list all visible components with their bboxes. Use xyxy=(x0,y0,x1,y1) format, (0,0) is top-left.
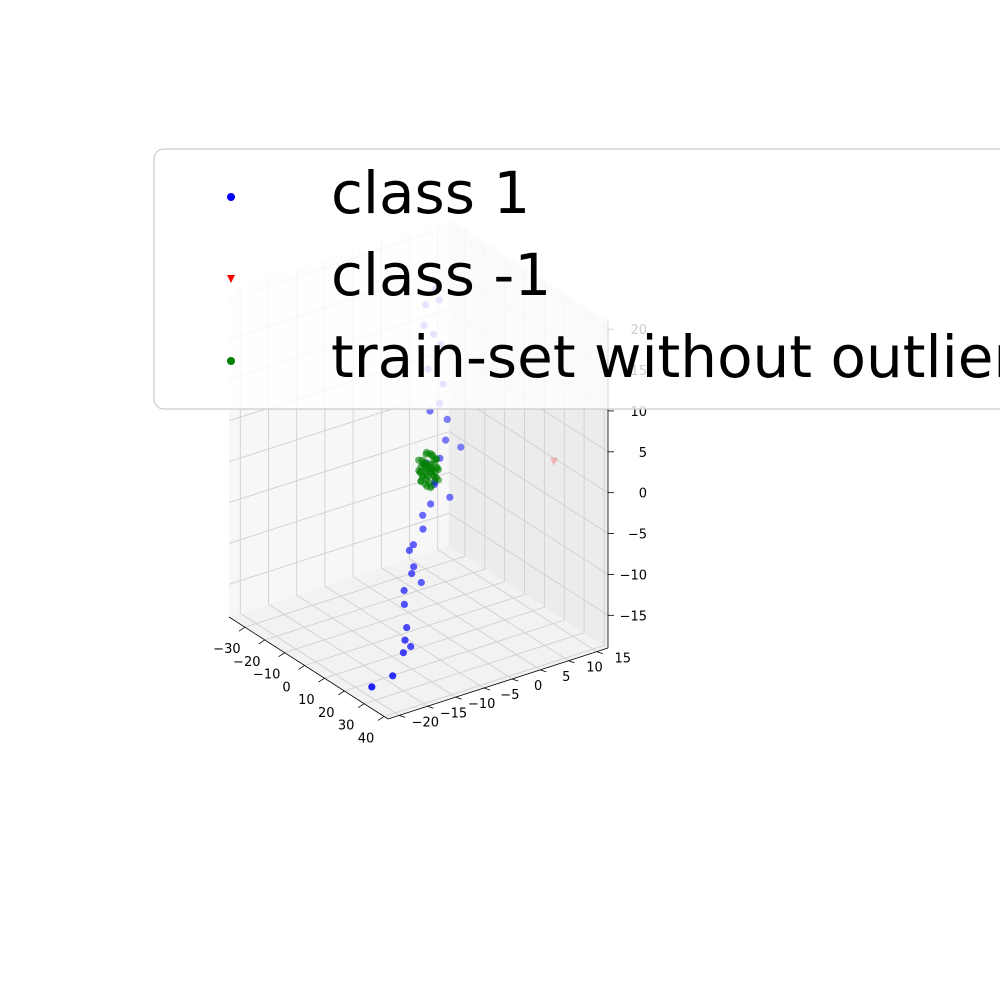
z-tick-label: −15 xyxy=(620,609,647,624)
y-tick-mark xyxy=(455,696,462,700)
y-tick-label: −20 xyxy=(412,715,439,730)
point-class-1 xyxy=(389,672,397,680)
gridline-x xyxy=(383,318,605,717)
legend-frame xyxy=(153,148,1000,410)
point-class-1 xyxy=(410,563,418,571)
x-tick-mark xyxy=(377,716,385,721)
point-class-1 xyxy=(419,525,427,533)
legend-label-class-minus-1: class -1 xyxy=(331,241,551,309)
x-tick-label: −10 xyxy=(253,668,280,683)
x-tick-mark xyxy=(258,639,265,645)
point-train-set-without-outliers xyxy=(434,476,443,484)
point-train-set-without-outliers xyxy=(428,452,436,460)
legend-marker-class-minus-1 xyxy=(227,275,235,283)
floor-pane xyxy=(229,546,608,719)
legend-label-train-set: train-set without outliers xyxy=(331,323,1000,391)
z-tick-label: −10 xyxy=(620,568,647,583)
y-tick-mark xyxy=(483,687,491,691)
x-tick-label: 20 xyxy=(318,706,335,721)
y-tick-label: −15 xyxy=(440,706,467,721)
y-tick-label: −10 xyxy=(468,697,495,712)
point-class-1 xyxy=(407,642,415,651)
y-tick-label: 0 xyxy=(534,679,542,694)
x-tick-mark xyxy=(298,665,305,670)
point-class-1 xyxy=(442,436,450,444)
point-train-set-without-outliers xyxy=(422,471,430,479)
z-tick-label: −5 xyxy=(628,528,647,543)
z-tick-label: 5 xyxy=(639,446,647,461)
point-class-1 xyxy=(446,493,454,501)
point-train-set-without-outliers xyxy=(427,461,435,469)
x-axis-line xyxy=(228,616,389,720)
y-tick-label: −5 xyxy=(500,688,519,703)
data-points xyxy=(368,285,559,691)
y-tick-mark xyxy=(399,714,406,718)
point-class-1 xyxy=(408,570,416,578)
point-train-set-without-outliers xyxy=(415,467,423,475)
point-class-1 xyxy=(457,443,465,451)
point-class-1 xyxy=(443,415,451,423)
x-tick-label: 10 xyxy=(298,693,315,708)
gridline-x xyxy=(363,305,585,705)
gridline-z xyxy=(228,471,609,575)
point-class-1 xyxy=(417,578,425,587)
point-class-1 xyxy=(400,586,408,595)
point-train-set-without-outliers xyxy=(415,456,423,464)
point-class-1 xyxy=(550,457,559,466)
y-tick-mark xyxy=(427,705,434,709)
legend: class 1 class -1 train-set without outli… xyxy=(153,148,1000,410)
point-class-1 xyxy=(401,636,409,644)
point-train-set-without-outliers xyxy=(427,482,435,490)
point-class-1 xyxy=(405,546,413,555)
point-train-set-without-outliers xyxy=(431,468,439,476)
point-class-1 xyxy=(427,500,435,508)
y-tick-label: 10 xyxy=(586,661,603,676)
x-tick-label: 0 xyxy=(282,680,290,695)
x-tick-label: 30 xyxy=(338,719,355,734)
axes-ticks: −30−20−10010203040−20−15−10−5051015−15−1… xyxy=(213,323,647,746)
point-class-1 xyxy=(403,624,411,632)
point-train-set-without-outliers xyxy=(422,450,430,458)
point-class-1 xyxy=(400,600,408,609)
point-class-1 xyxy=(399,649,407,657)
point-class-1 xyxy=(419,511,427,519)
legend-item-class-1: class 1 xyxy=(227,159,530,227)
legend-marker-class-1 xyxy=(227,193,235,201)
y-tick-mark xyxy=(568,660,575,664)
legend-item-train-set: train-set without outliers xyxy=(227,323,1000,391)
y-axis-line xyxy=(387,647,609,720)
y-tick-mark xyxy=(596,651,603,655)
gridline-z xyxy=(228,431,609,534)
x-tick-label: −20 xyxy=(233,655,260,670)
x-tick-label: 40 xyxy=(358,731,375,746)
y-tick-label: 15 xyxy=(614,652,631,667)
y-tick-label: 5 xyxy=(562,670,570,685)
point-train-set-without-outliers xyxy=(421,480,429,488)
legend-marker-train-set xyxy=(227,357,235,365)
y-tick-mark xyxy=(511,678,519,682)
legend-label-class-1: class 1 xyxy=(331,159,530,227)
x-tick-mark xyxy=(238,626,246,632)
z-tick-label: 0 xyxy=(639,487,647,502)
x-tick-mark xyxy=(357,703,365,709)
x-tick-mark xyxy=(318,677,325,683)
x-tick-mark xyxy=(338,690,345,696)
gridline-z xyxy=(228,512,609,616)
point-class-1 xyxy=(368,683,376,691)
point-class-1 xyxy=(409,541,417,549)
legend-item-class-minus-1: class -1 xyxy=(227,241,551,309)
y-tick-mark xyxy=(540,669,547,673)
x-tick-label: −30 xyxy=(213,642,240,657)
x-tick-mark xyxy=(278,652,285,658)
